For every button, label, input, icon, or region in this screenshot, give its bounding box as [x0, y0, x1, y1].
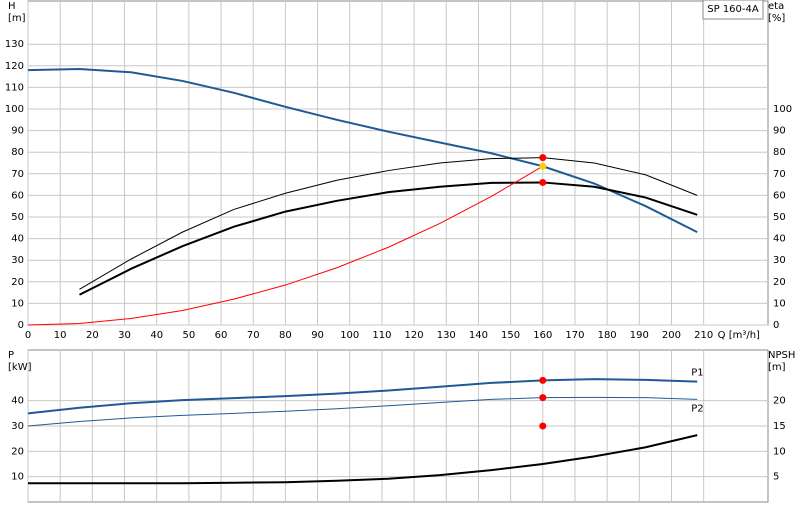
y-tick-label: 130: [5, 39, 24, 50]
x-tick-label: 180: [598, 330, 617, 341]
x-tick-label: 20: [86, 330, 99, 341]
x-tick-label: 170: [565, 330, 584, 341]
y-tick-label: 80: [11, 147, 24, 158]
x-tick-label: 130: [437, 330, 456, 341]
y2-tick-label: 30: [773, 255, 786, 266]
duty-point: [539, 178, 547, 186]
title-box: [702, 0, 764, 20]
x-axis-label: Q [m³/h]: [718, 330, 760, 341]
y-tick-label: 30: [11, 255, 24, 266]
x-tick-label: 210: [694, 330, 713, 341]
curve-label: P1: [691, 368, 703, 379]
duty-point: [539, 376, 547, 384]
y2-tick-label: 0: [773, 320, 779, 331]
curve: [27, 68, 698, 234]
y-tick-label: 30: [11, 421, 24, 432]
y2-tick-label: 80: [773, 147, 786, 158]
y-tick-label: 10: [11, 298, 24, 309]
y-tick-label: 50: [11, 212, 24, 223]
y-tick-label: 100: [5, 104, 24, 115]
x-tick-label: 160: [533, 330, 552, 341]
x-tick-label: 10: [54, 330, 67, 341]
y2-tick-label: 50: [773, 212, 786, 223]
y2-tick-label: 90: [773, 126, 786, 137]
y2-tick-label: 20: [773, 396, 786, 407]
curve: [79, 157, 698, 290]
curve: [28, 434, 698, 485]
y2-tick-label: 5: [773, 472, 779, 483]
y2-tick-label: 10: [773, 446, 786, 457]
y-tick-label: 20: [11, 277, 24, 288]
y2-axis-label: [m]: [768, 362, 786, 373]
y2-axis-label: eta: [768, 1, 784, 12]
curve-label: P2: [691, 403, 703, 414]
y2-tick-label: 15: [773, 421, 786, 432]
duty-point: [539, 394, 547, 402]
y-tick-label: 40: [11, 396, 24, 407]
x-tick-label: 120: [405, 330, 424, 341]
x-tick-label: 50: [183, 330, 196, 341]
y2-axis-label: NPSH: [768, 350, 795, 361]
y2-tick-label: 10: [773, 298, 786, 309]
x-tick-label: 40: [150, 330, 163, 341]
curve: [27, 396, 698, 427]
y2-tick-label: 40: [773, 234, 786, 245]
y2-tick-label: 70: [773, 169, 786, 180]
chart-title: SP 160-4A: [707, 4, 759, 15]
duty-point: [539, 154, 547, 162]
y-axis-label: P: [8, 350, 14, 361]
x-tick-label: 100: [340, 330, 359, 341]
x-tick-label: 150: [501, 330, 520, 341]
x-tick-label: 80: [279, 330, 292, 341]
curve: [27, 378, 698, 415]
x-tick-label: 190: [630, 330, 649, 341]
y2-tick-label: 60: [773, 190, 786, 201]
x-tick-label: 140: [469, 330, 488, 341]
duty-point: [539, 162, 547, 170]
y-tick-label: 40: [11, 234, 24, 245]
x-tick-label: 0: [25, 330, 31, 341]
y-axis-label: [m]: [8, 13, 26, 24]
curve: [27, 165, 544, 326]
x-tick-label: 200: [662, 330, 681, 341]
y-axis-label: H: [8, 1, 16, 12]
y-axis-label: [kW]: [8, 362, 32, 373]
y-tick-label: 60: [11, 190, 24, 201]
duty-point: [539, 422, 547, 430]
y-tick-label: 90: [11, 126, 24, 137]
y-tick-label: 120: [5, 61, 24, 72]
x-tick-label: 60: [215, 330, 228, 341]
y2-tick-label: 20: [773, 277, 786, 288]
x-tick-label: 30: [118, 330, 131, 341]
x-tick-label: 70: [247, 330, 260, 341]
y-tick-label: 20: [11, 446, 24, 457]
y-tick-label: 70: [11, 169, 24, 180]
plot-area: [27, 0, 769, 326]
y-tick-label: 10: [11, 472, 24, 483]
x-tick-label: 90: [311, 330, 324, 341]
curve: [79, 181, 698, 296]
y2-tick-label: 100: [773, 104, 792, 115]
y-tick-label: 110: [5, 82, 24, 93]
y2-axis-label: [%]: [768, 13, 785, 24]
x-tick-label: 110: [372, 330, 391, 341]
y-tick-label: 0: [18, 320, 24, 331]
